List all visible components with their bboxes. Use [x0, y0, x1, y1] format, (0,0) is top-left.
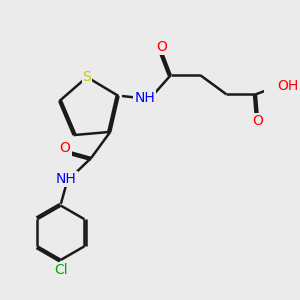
Text: O: O — [60, 140, 70, 154]
Text: NH: NH — [134, 91, 155, 105]
Text: O: O — [157, 40, 167, 54]
Text: S: S — [82, 70, 91, 84]
Text: Cl: Cl — [54, 262, 68, 277]
Text: NH: NH — [56, 172, 76, 186]
Text: O: O — [252, 114, 263, 128]
Text: OH: OH — [278, 79, 299, 93]
